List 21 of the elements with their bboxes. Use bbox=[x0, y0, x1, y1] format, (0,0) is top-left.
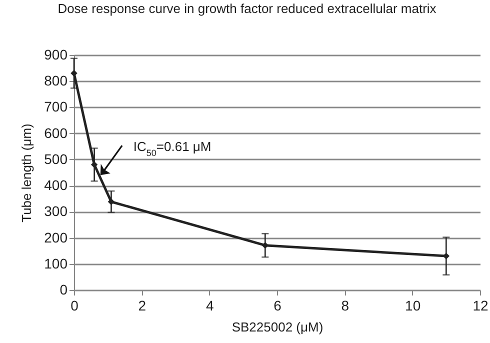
x-tick-label: 2 bbox=[138, 298, 146, 314]
x-axis-title: SB225002 (μM) bbox=[232, 320, 324, 334]
y-tick-label: 600 bbox=[44, 124, 68, 141]
chart-title: Dose response curve in growth factor reduced extracellular matrix bbox=[58, 1, 437, 16]
x-tick-label: 10 bbox=[405, 298, 421, 314]
x-tick-label: 6 bbox=[274, 298, 282, 314]
y-tick-label: 400 bbox=[44, 177, 68, 194]
x-tick-label: 8 bbox=[341, 298, 350, 314]
y-tick-label: 300 bbox=[44, 203, 68, 220]
y-tick-label: 100 bbox=[44, 255, 68, 272]
y-tick-label: 0 bbox=[60, 282, 68, 298]
annotation: IC$_{50}$=0.61 μM bbox=[133, 139, 212, 158]
x-tick-label: 12 bbox=[472, 298, 488, 314]
y-tick-label: 900 bbox=[44, 46, 68, 62]
y-axis-title: Tube length (μm) bbox=[19, 124, 34, 222]
x-tick-label: 0 bbox=[70, 298, 79, 314]
y-tick-label: 800 bbox=[44, 72, 68, 89]
y-tick-label: 200 bbox=[44, 229, 68, 246]
x-tick-label: 4 bbox=[206, 298, 214, 314]
y-tick-label: 700 bbox=[44, 98, 68, 115]
y-tick-label: 500 bbox=[44, 150, 68, 167]
